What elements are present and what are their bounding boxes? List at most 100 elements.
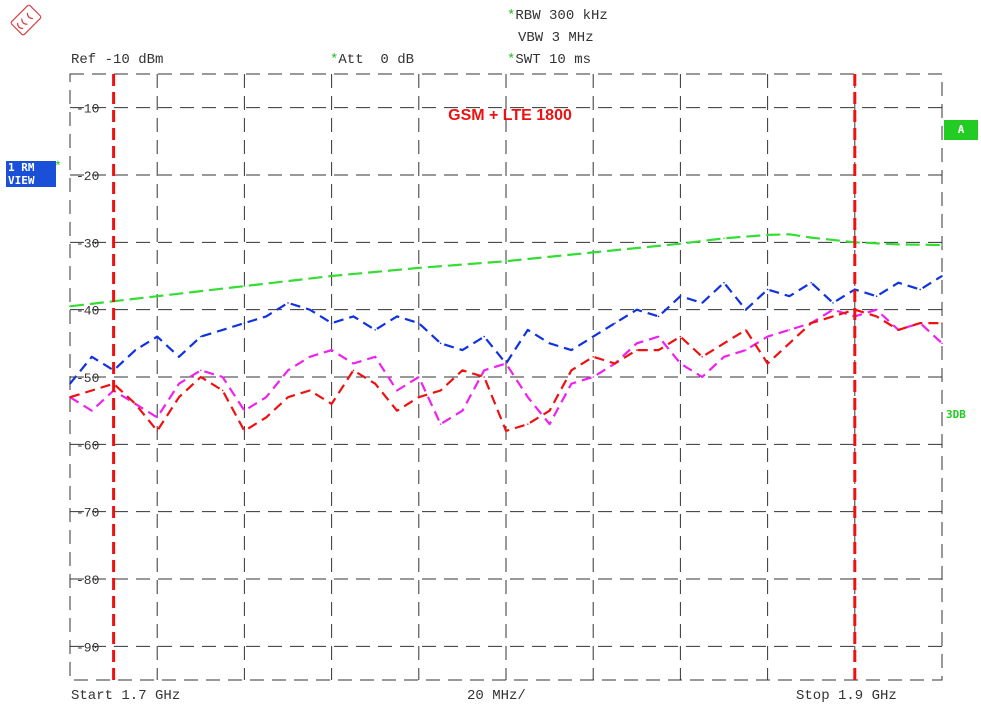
data-point xyxy=(592,356,594,358)
series-layer xyxy=(69,233,943,432)
data-point xyxy=(352,315,355,318)
data-point xyxy=(788,329,791,331)
marker-a-badge: A xyxy=(944,120,978,140)
y-tick-label: -80 xyxy=(76,573,99,588)
data-point xyxy=(679,242,682,245)
data-point xyxy=(287,396,289,399)
data-point xyxy=(156,416,158,419)
data-point xyxy=(439,342,442,345)
data-point xyxy=(178,382,180,385)
data-point xyxy=(636,308,638,311)
data-point xyxy=(766,362,769,365)
data-point xyxy=(723,342,725,345)
data-point xyxy=(243,430,246,432)
data-point xyxy=(810,322,812,324)
data-point xyxy=(810,281,812,284)
data-point xyxy=(657,335,660,338)
data-point xyxy=(69,396,71,399)
data-point xyxy=(614,362,616,365)
data-point xyxy=(243,285,246,287)
data-point xyxy=(178,356,180,358)
data-point xyxy=(592,335,594,338)
y-tick-label: -50 xyxy=(76,371,99,386)
data-point xyxy=(439,389,442,392)
data-point xyxy=(200,376,202,378)
data-point xyxy=(636,342,638,345)
data-point xyxy=(527,423,529,425)
data-point xyxy=(941,342,943,345)
modified-star-icon: * xyxy=(507,8,516,24)
data-point xyxy=(766,288,769,291)
data-point xyxy=(396,315,398,318)
data-point xyxy=(505,362,507,365)
y-tick-labels: -10 -20 -30 -40 -50 -60 -70 -80 -90 xyxy=(76,102,99,656)
data-point xyxy=(941,322,943,324)
ref-level: Ref -10 dBm xyxy=(71,52,164,68)
data-point xyxy=(701,376,703,378)
data-point xyxy=(265,416,268,419)
data-point xyxy=(505,260,507,262)
y-tick-label: -90 xyxy=(76,640,99,655)
modified-star-icon: * xyxy=(330,52,339,68)
data-point xyxy=(854,288,856,291)
data-point xyxy=(570,369,573,372)
data-point xyxy=(745,349,747,351)
data-point xyxy=(723,356,725,358)
data-point xyxy=(243,322,246,324)
data-point xyxy=(483,376,486,378)
data-point xyxy=(505,430,507,432)
data-point xyxy=(875,295,878,298)
data-point xyxy=(287,369,289,372)
data-point xyxy=(636,349,638,351)
data-point xyxy=(91,409,93,412)
data-point xyxy=(919,288,921,291)
data-point xyxy=(265,396,268,399)
data-point xyxy=(941,244,943,246)
data-point xyxy=(766,234,769,236)
data-point xyxy=(941,275,943,277)
data-point xyxy=(657,349,660,351)
data-point xyxy=(221,329,224,331)
data-point xyxy=(330,275,333,277)
data-point xyxy=(592,376,594,378)
data-point xyxy=(679,295,682,298)
data-point xyxy=(418,267,420,269)
data-point xyxy=(788,342,791,345)
data-point xyxy=(679,335,682,338)
data-point xyxy=(788,233,791,236)
data-point xyxy=(221,389,224,392)
data-point xyxy=(396,409,398,412)
data-point xyxy=(483,369,486,372)
limit-line-label: 3DB xyxy=(946,408,966,421)
data-point xyxy=(548,342,551,345)
data-point xyxy=(570,382,573,385)
y-tick-label: -70 xyxy=(76,506,99,521)
data-point xyxy=(221,376,224,378)
sweep-time-setting: *SWT 10 ms xyxy=(507,52,592,68)
trace-mode-badge: 1 RM VIEW xyxy=(6,161,56,187)
data-point xyxy=(527,329,529,331)
data-point xyxy=(723,237,725,240)
data-point xyxy=(374,329,377,331)
stop-frequency: Stop 1.9 GHz xyxy=(796,688,897,704)
data-point xyxy=(810,236,812,239)
data-point xyxy=(766,335,769,338)
rbw-setting: *RBW 300 kHz xyxy=(507,8,608,24)
data-point xyxy=(832,308,834,311)
data-point xyxy=(679,362,682,365)
y-tick-label: -10 xyxy=(76,102,99,117)
data-point xyxy=(156,430,158,432)
data-point xyxy=(897,329,900,331)
data-point xyxy=(723,281,725,284)
data-point xyxy=(461,409,464,412)
data-point xyxy=(178,396,180,399)
data-point xyxy=(309,356,311,358)
data-point xyxy=(200,369,202,372)
band-markers xyxy=(112,74,857,680)
data-point xyxy=(265,315,268,318)
modified-star-icon: * xyxy=(507,52,516,68)
y-tick-label: -30 xyxy=(76,236,99,251)
brand-logo xyxy=(10,4,42,36)
data-point xyxy=(548,423,551,425)
